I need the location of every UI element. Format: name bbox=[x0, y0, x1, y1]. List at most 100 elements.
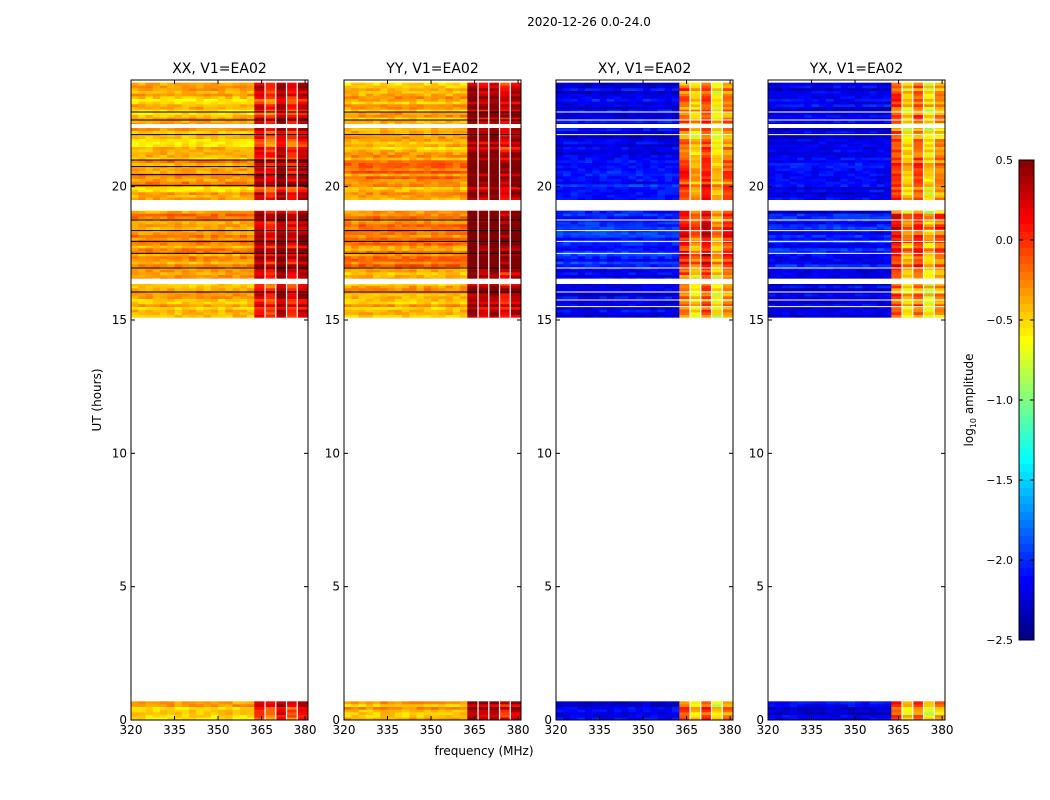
colorbar-segment bbox=[1019, 512, 1034, 521]
colorbar-segment bbox=[1019, 456, 1034, 465]
colorbar-segment bbox=[1019, 272, 1034, 281]
colorbar: 0.5 0.0 −0.5 −1.0 −1.5 −2.0 −2.5 log10 amplitud… bbox=[962, 154, 1035, 647]
colorbar-segment bbox=[1019, 384, 1034, 393]
panel-yy: YY, V1=EA02 320 335 350 365 380 0 5 10 15 20 bbox=[325, 61, 530, 737]
colorbar-segment bbox=[1019, 216, 1034, 225]
colorbar-tick-label: −1.0 bbox=[986, 394, 1013, 407]
colorbar-segment bbox=[1019, 608, 1034, 617]
colorbar-segment bbox=[1019, 360, 1034, 369]
colorbar-segment bbox=[1019, 400, 1034, 409]
axes-frame bbox=[555, 79, 734, 721]
x-tick-label: 380 bbox=[931, 723, 954, 737]
flagged-rows bbox=[131, 124, 308, 128]
x-tick-label: 335 bbox=[800, 723, 823, 737]
colorbar-segment bbox=[1019, 160, 1034, 169]
colorbar-segment bbox=[1019, 632, 1034, 641]
flagged-rows bbox=[768, 200, 945, 211]
x-tick-label: 380 bbox=[507, 723, 530, 737]
colorbar-segment bbox=[1019, 208, 1034, 217]
flagged-rows bbox=[131, 278, 308, 284]
y-tick-label: 0 bbox=[119, 713, 127, 727]
colorbar-segment bbox=[1019, 568, 1034, 577]
colorbar-segment bbox=[1019, 344, 1034, 353]
colorbar-segment bbox=[1019, 280, 1034, 289]
colorbar-tick-label: −1.5 bbox=[986, 474, 1013, 487]
y-tick-label: 15 bbox=[325, 313, 340, 327]
panel-yx: YX, V1=EA02 320 335 350 365 380 0 5 10 15 20 bbox=[749, 61, 954, 737]
x-tick-label: 365 bbox=[250, 723, 273, 737]
colorbar-segment bbox=[1019, 424, 1034, 433]
y-tick-label: 0 bbox=[756, 713, 764, 727]
colorbar-segment bbox=[1019, 464, 1034, 473]
colorbar-segment bbox=[1019, 560, 1034, 569]
x-axis-label: frequency (MHz) bbox=[434, 744, 533, 758]
colorbar-segment bbox=[1019, 488, 1034, 497]
x-tick-label: 350 bbox=[420, 723, 443, 737]
y-tick-label: 10 bbox=[112, 446, 127, 460]
x-tick-label: 380 bbox=[294, 723, 317, 737]
y-tick-label: 10 bbox=[749, 446, 764, 460]
x-tick-label: 365 bbox=[675, 723, 698, 737]
colorbar-segment bbox=[1019, 536, 1034, 545]
flagged-rows bbox=[556, 200, 733, 211]
y-tick-label: 15 bbox=[537, 313, 552, 327]
axes-frame bbox=[767, 79, 946, 721]
colorbar-segment bbox=[1019, 440, 1034, 449]
colorbar-segment bbox=[1019, 336, 1034, 345]
flagged-rows bbox=[344, 200, 521, 211]
colorbar-tick-label: 0.5 bbox=[996, 154, 1014, 167]
y-tick-label: 5 bbox=[119, 580, 127, 594]
colorbar-segment bbox=[1019, 616, 1034, 625]
y-tick-label: 20 bbox=[537, 180, 552, 194]
colorbar-segment bbox=[1019, 448, 1034, 457]
colorbar-segment bbox=[1019, 224, 1034, 233]
colorbar-segment bbox=[1019, 256, 1034, 265]
y-tick-label: 15 bbox=[112, 313, 127, 327]
x-tick-label: 365 bbox=[887, 723, 910, 737]
colorbar-segment bbox=[1019, 304, 1034, 313]
colorbar-segment bbox=[1019, 264, 1034, 273]
colorbar-tick-label: −0.5 bbox=[986, 314, 1013, 327]
colorbar-segment bbox=[1019, 472, 1034, 481]
y-tick-label: 20 bbox=[112, 180, 127, 194]
y-tick-label: 10 bbox=[537, 446, 552, 460]
colorbar-segment bbox=[1019, 192, 1034, 201]
axes-frame bbox=[343, 79, 522, 721]
colorbar-segment bbox=[1019, 592, 1034, 601]
y-tick-label: 5 bbox=[332, 580, 340, 594]
colorbar-segment bbox=[1019, 504, 1034, 513]
colorbar-segment bbox=[1019, 240, 1034, 249]
panel-title: YY, V1=EA02 bbox=[385, 61, 478, 77]
x-tick-label: 350 bbox=[207, 723, 230, 737]
x-tick-label: 335 bbox=[588, 723, 611, 737]
flagged-rows bbox=[768, 278, 945, 284]
colorbar-segment bbox=[1019, 552, 1034, 561]
panel-title: XY, V1=EA02 bbox=[598, 61, 692, 77]
panel-title: YX, V1=EA02 bbox=[809, 61, 904, 77]
x-tick-label: 335 bbox=[376, 723, 399, 737]
colorbar-label: log10 amplitude bbox=[962, 354, 978, 447]
panel-xy: XY, V1=EA02 320 335 350 365 380 0 5 10 15 20 bbox=[537, 61, 742, 737]
x-tick-label: 320 bbox=[545, 723, 568, 737]
colorbar-segment bbox=[1019, 200, 1034, 209]
colorbar-segment bbox=[1019, 296, 1034, 305]
panel-xx: XX, V1=EA02 320 335 350 365 380 0 5 10 15 20 bbox=[112, 61, 317, 737]
colorbar-segment bbox=[1019, 184, 1034, 193]
colorbar-segment bbox=[1019, 328, 1034, 337]
x-tick-label: 335 bbox=[163, 723, 186, 737]
y-tick-label: 20 bbox=[325, 180, 340, 194]
colorbar-segment bbox=[1019, 408, 1034, 417]
colorbar-tick-label: −2.0 bbox=[986, 554, 1013, 567]
x-tick-label: 350 bbox=[632, 723, 655, 737]
colorbar-segment bbox=[1019, 520, 1034, 529]
x-tick-label: 350 bbox=[844, 723, 867, 737]
colorbar-segment bbox=[1019, 528, 1034, 537]
colorbar-tick-label: −2.5 bbox=[986, 634, 1013, 647]
colorbar-tick-label: 0.0 bbox=[996, 234, 1014, 247]
x-tick-label: 320 bbox=[757, 723, 780, 737]
flagged-rows bbox=[131, 200, 308, 211]
y-axis-label: UT (hours) bbox=[90, 368, 104, 431]
colorbar-segment bbox=[1019, 392, 1034, 401]
colorbar-segment bbox=[1019, 624, 1034, 633]
